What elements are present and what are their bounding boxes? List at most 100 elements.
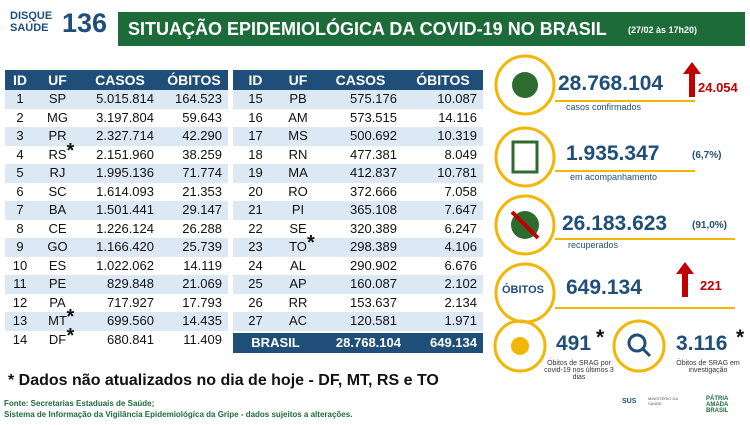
table-cell: 9 <box>16 239 24 254</box>
table-cell: 17.793 <box>182 294 222 310</box>
table-cell: 829.848 <box>107 276 154 291</box>
table-cell: 500.692 <box>350 128 397 143</box>
row-band <box>233 164 483 183</box>
table-cell: 71.774 <box>182 165 222 180</box>
table-cell: 20 <box>248 183 263 199</box>
table-cell: 6.247 <box>444 220 477 236</box>
row-band <box>5 164 228 183</box>
cases-label: casos confirmados <box>566 102 642 112</box>
monitoring-label: em acompanhamento <box>570 172 658 182</box>
table-cell: 680.841 <box>107 331 154 347</box>
table-cell: 1.614.093 <box>96 183 154 199</box>
table-cell: GO <box>47 239 68 254</box>
recovered-percent: (91,0%) <box>692 220 728 231</box>
logo-bottom: SAÚDE <box>10 22 49 34</box>
table-cell: 27 <box>248 313 263 328</box>
row-band <box>5 201 228 220</box>
table-cell: 7.058 <box>444 183 477 199</box>
table-cell: 2.134 <box>444 294 477 310</box>
table-cell: 26 <box>248 294 263 310</box>
table-cell: 13 <box>12 313 28 328</box>
table-cell: 2.327.714 <box>96 128 154 143</box>
table-cell: 16 <box>248 109 263 125</box>
table-cell: 14.119 <box>183 257 222 273</box>
row-band <box>5 90 228 109</box>
table-cell: CE <box>48 220 67 236</box>
total-deaths: 649.134 <box>430 334 477 350</box>
table-header-bar <box>233 70 483 90</box>
table-cell: 11.409 <box>183 331 222 347</box>
table-cell: 25 <box>248 276 263 291</box>
column-header: ID <box>13 72 27 88</box>
row-band <box>5 127 228 146</box>
logo-top: DISQUE <box>10 10 53 22</box>
footnote: * Dados não atualizados no dia de hoje -… <box>8 372 439 389</box>
table-cell: 21.069 <box>182 276 222 291</box>
row-band <box>233 275 483 294</box>
column-header: CASOS <box>95 72 145 88</box>
table-cell: 164.523 <box>175 91 222 106</box>
deaths-new: 221 <box>700 278 722 293</box>
srag-investigation-label: Óbitos de SRAG em investigação <box>676 360 740 374</box>
table-cell: 1.501.441 <box>96 202 154 217</box>
table-cell: 21.353 <box>182 183 222 199</box>
table-cell: 1.166.420 <box>96 239 154 254</box>
table-cell: SE <box>289 220 307 236</box>
table-cell: 12 <box>12 294 28 310</box>
table-cell: 412.837 <box>350 165 397 180</box>
total-cases: 28.768.104 <box>335 334 401 350</box>
table-cell: 15 <box>248 91 263 106</box>
table-cell: PB <box>289 91 307 106</box>
title-bar <box>118 12 745 46</box>
column-header: ÓBITOS <box>167 72 221 88</box>
recovered-value: 26.183.623 <box>562 212 668 235</box>
row-band <box>5 275 228 294</box>
row-band <box>233 238 483 257</box>
table-header-bar <box>5 70 228 90</box>
table-cell: 2 <box>16 109 24 125</box>
table-cell: 2.102 <box>444 276 477 291</box>
table-cell: 6 <box>16 183 24 199</box>
table-cell: 365.108 <box>350 202 397 217</box>
update-mark: * <box>66 139 75 162</box>
table-cell: 699.560 <box>107 313 154 328</box>
table-cell: DF <box>48 331 67 347</box>
table-cell: 19 <box>248 165 263 180</box>
table-cell: 8 <box>16 220 24 236</box>
logo-sus: SUS <box>622 398 637 405</box>
update-mark: * <box>66 324 75 347</box>
table-cell: ES <box>48 257 67 273</box>
table-cell: RN <box>288 146 308 162</box>
table-cell: 38.259 <box>182 146 222 162</box>
update-mark: * <box>66 306 75 328</box>
row-band <box>233 201 483 220</box>
table-cell: 3.197.804 <box>96 109 154 125</box>
table-cell: 5.015.814 <box>96 91 154 106</box>
srag-recent-value: 491 <box>556 332 592 355</box>
table-cell: RR <box>288 294 308 310</box>
table-cell: PI <box>291 202 305 217</box>
table-cell: 575.176 <box>350 91 397 106</box>
table-cell: 10.781 <box>437 165 477 180</box>
table-cell: MS <box>288 128 308 143</box>
table-cell: 153.637 <box>350 294 397 310</box>
column-header: ÓBITOS <box>416 72 470 88</box>
table-cell: BA <box>48 202 67 217</box>
table-cell: 26.288 <box>182 220 222 236</box>
srag-recent-mark: * <box>596 326 605 349</box>
table-cell: 42.290 <box>182 128 222 143</box>
table-cell: RJ <box>49 165 66 180</box>
table-cell: PR <box>48 128 67 143</box>
table-cell: 29.147 <box>182 202 222 217</box>
source-line: Sistema de Informação da Vigilância Epid… <box>4 410 353 419</box>
table-cell: 717.927 <box>107 294 154 310</box>
row-band <box>5 312 228 331</box>
table-cell: 6.676 <box>444 257 477 273</box>
table-cell: PA <box>49 294 66 310</box>
recovered-label: recuperados <box>568 240 619 250</box>
table-cell: 4 <box>16 146 24 162</box>
table-cell: 22 <box>248 220 263 236</box>
table-cell: AP <box>289 276 307 291</box>
table-cell: SP <box>48 91 67 106</box>
table-cell: 11 <box>13 276 27 291</box>
